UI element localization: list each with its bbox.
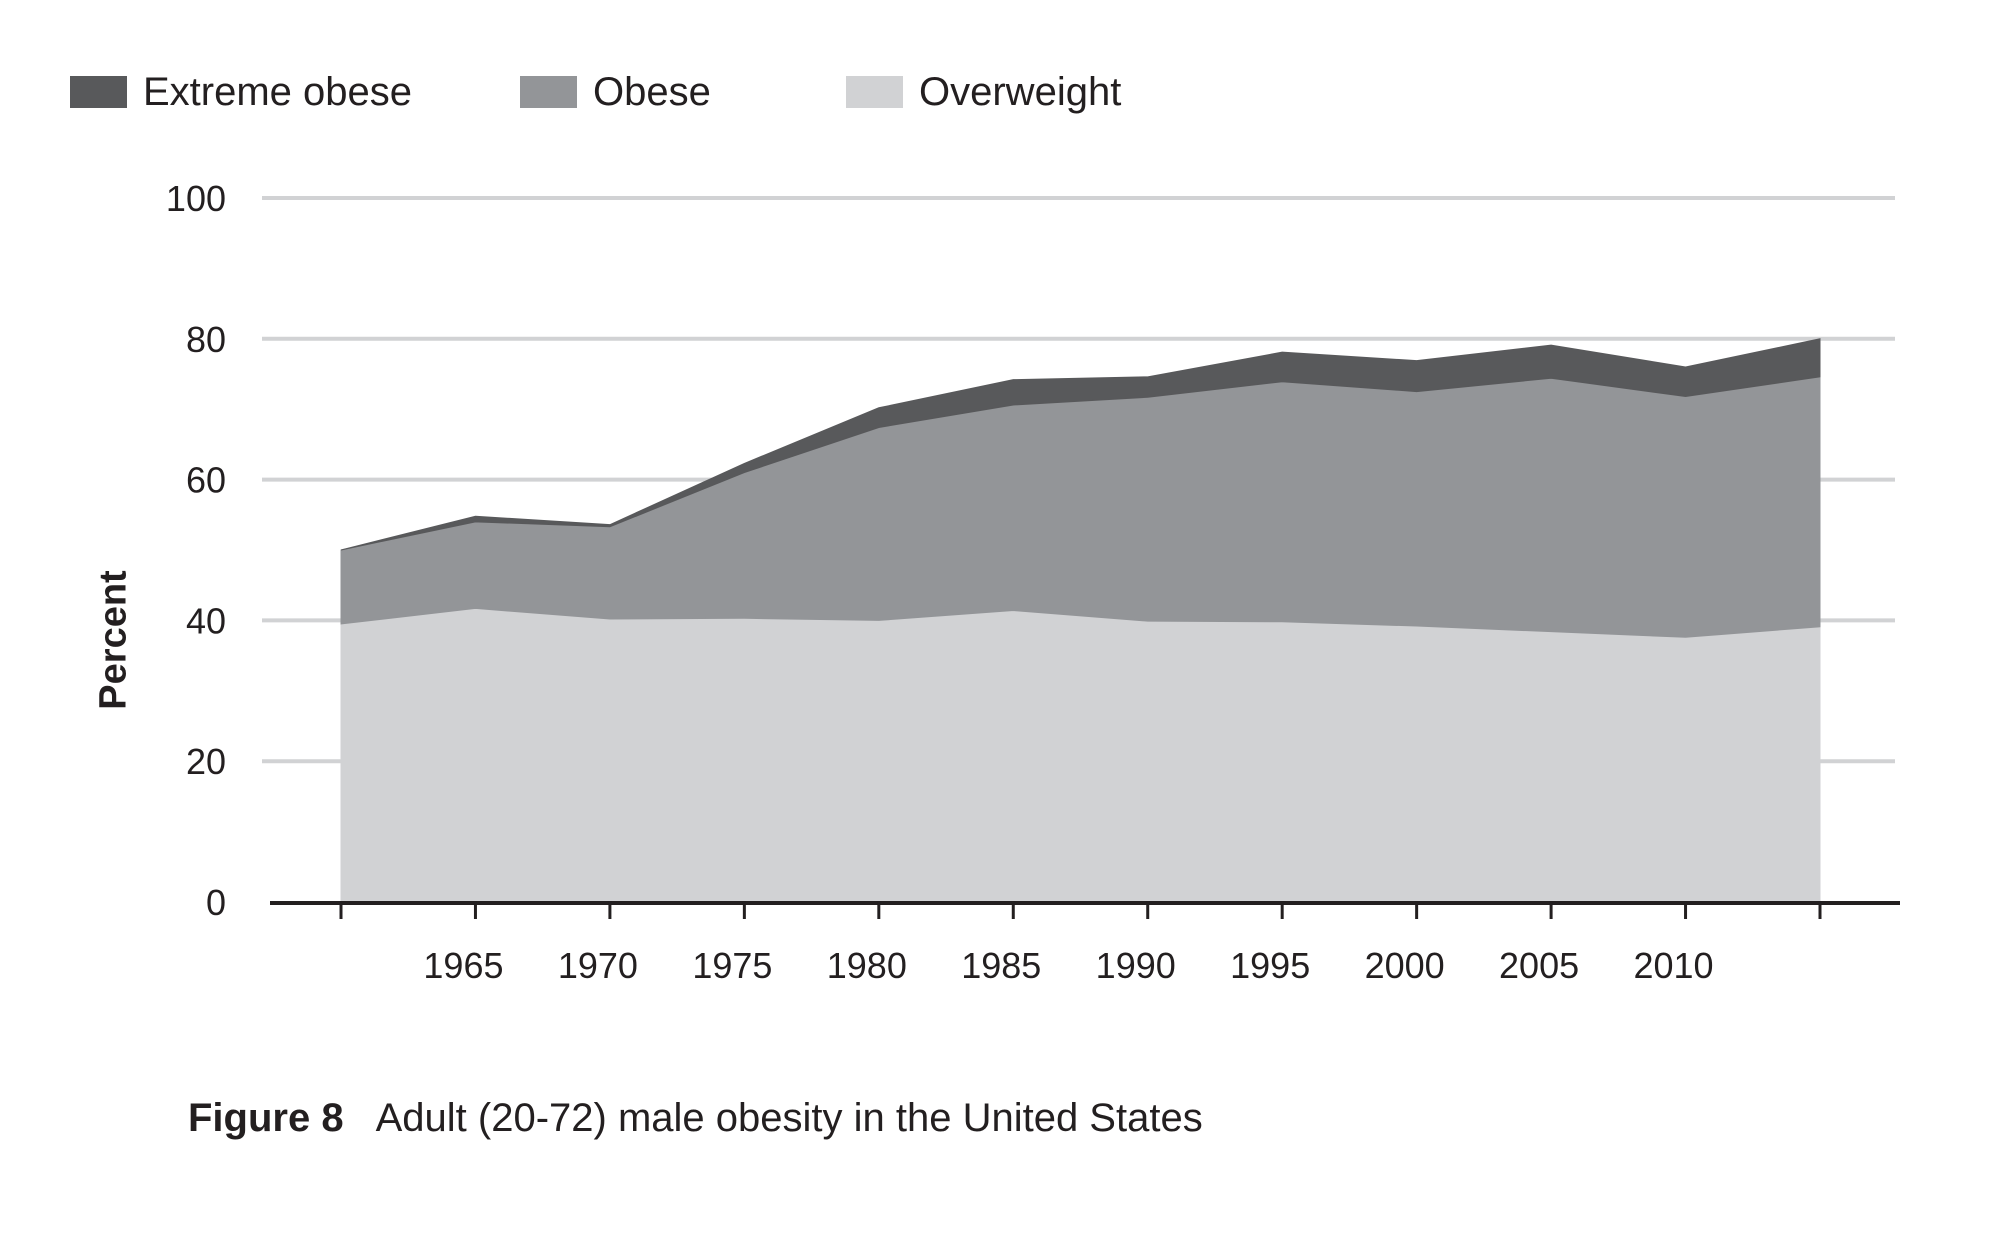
y-tick-label-20: 20: [186, 741, 226, 782]
y-axis-label-wrap: Percent: [84, 530, 144, 750]
x-tick-label-1985: 1985: [961, 945, 1041, 986]
legend-item-extreme-obese: Extreme obese: [70, 62, 412, 122]
area-extreme-obese: [340, 338, 1821, 551]
y-axis-label: Percent: [92, 570, 135, 710]
y-tick-label-100: 100: [166, 178, 226, 219]
area-overweight: [340, 607, 1821, 903]
x-tick-label-1995: 1995: [1230, 945, 1310, 986]
legend-item-overweight: Overweight: [846, 62, 1121, 122]
figure-caption: Figure 8 Adult (20-72) male obesity in th…: [188, 1096, 1203, 1141]
legend-swatch-obese: [520, 76, 577, 108]
figure-number: Figure 8: [188, 1096, 344, 1140]
x-tick-label-1970: 1970: [558, 945, 638, 986]
x-tick-label-1980: 1980: [827, 945, 907, 986]
area-obese: [340, 376, 1821, 638]
legend-label-obese: Obese: [593, 69, 711, 114]
x-tick-label-1975: 1975: [692, 945, 772, 986]
legend-label-extreme-obese: Extreme obese: [143, 69, 413, 114]
y-tick-label-40: 40: [186, 600, 226, 641]
x-tick-label-2010: 2010: [1633, 945, 1713, 986]
x-tick-label-2000: 2000: [1365, 945, 1445, 986]
figure-caption-text: Adult (20-72) male obesity in the United…: [375, 1096, 1203, 1140]
chart-legend: Extreme obese Obese Overweight: [0, 62, 1990, 122]
legend-swatch-overweight: [846, 76, 903, 108]
legend-item-obese: Obese: [520, 62, 711, 122]
x-tick-label-1965: 1965: [423, 945, 503, 986]
y-tick-label-0: 0: [206, 882, 226, 923]
x-tick-label-1990: 1990: [1096, 945, 1176, 986]
legend-swatch-extreme-obese: [70, 76, 127, 108]
x-tick-label-2005: 2005: [1499, 945, 1579, 986]
y-tick-label-60: 60: [186, 460, 226, 501]
y-tick-label-80: 80: [186, 319, 226, 360]
legend-label-overweight: Overweight: [919, 69, 1122, 114]
